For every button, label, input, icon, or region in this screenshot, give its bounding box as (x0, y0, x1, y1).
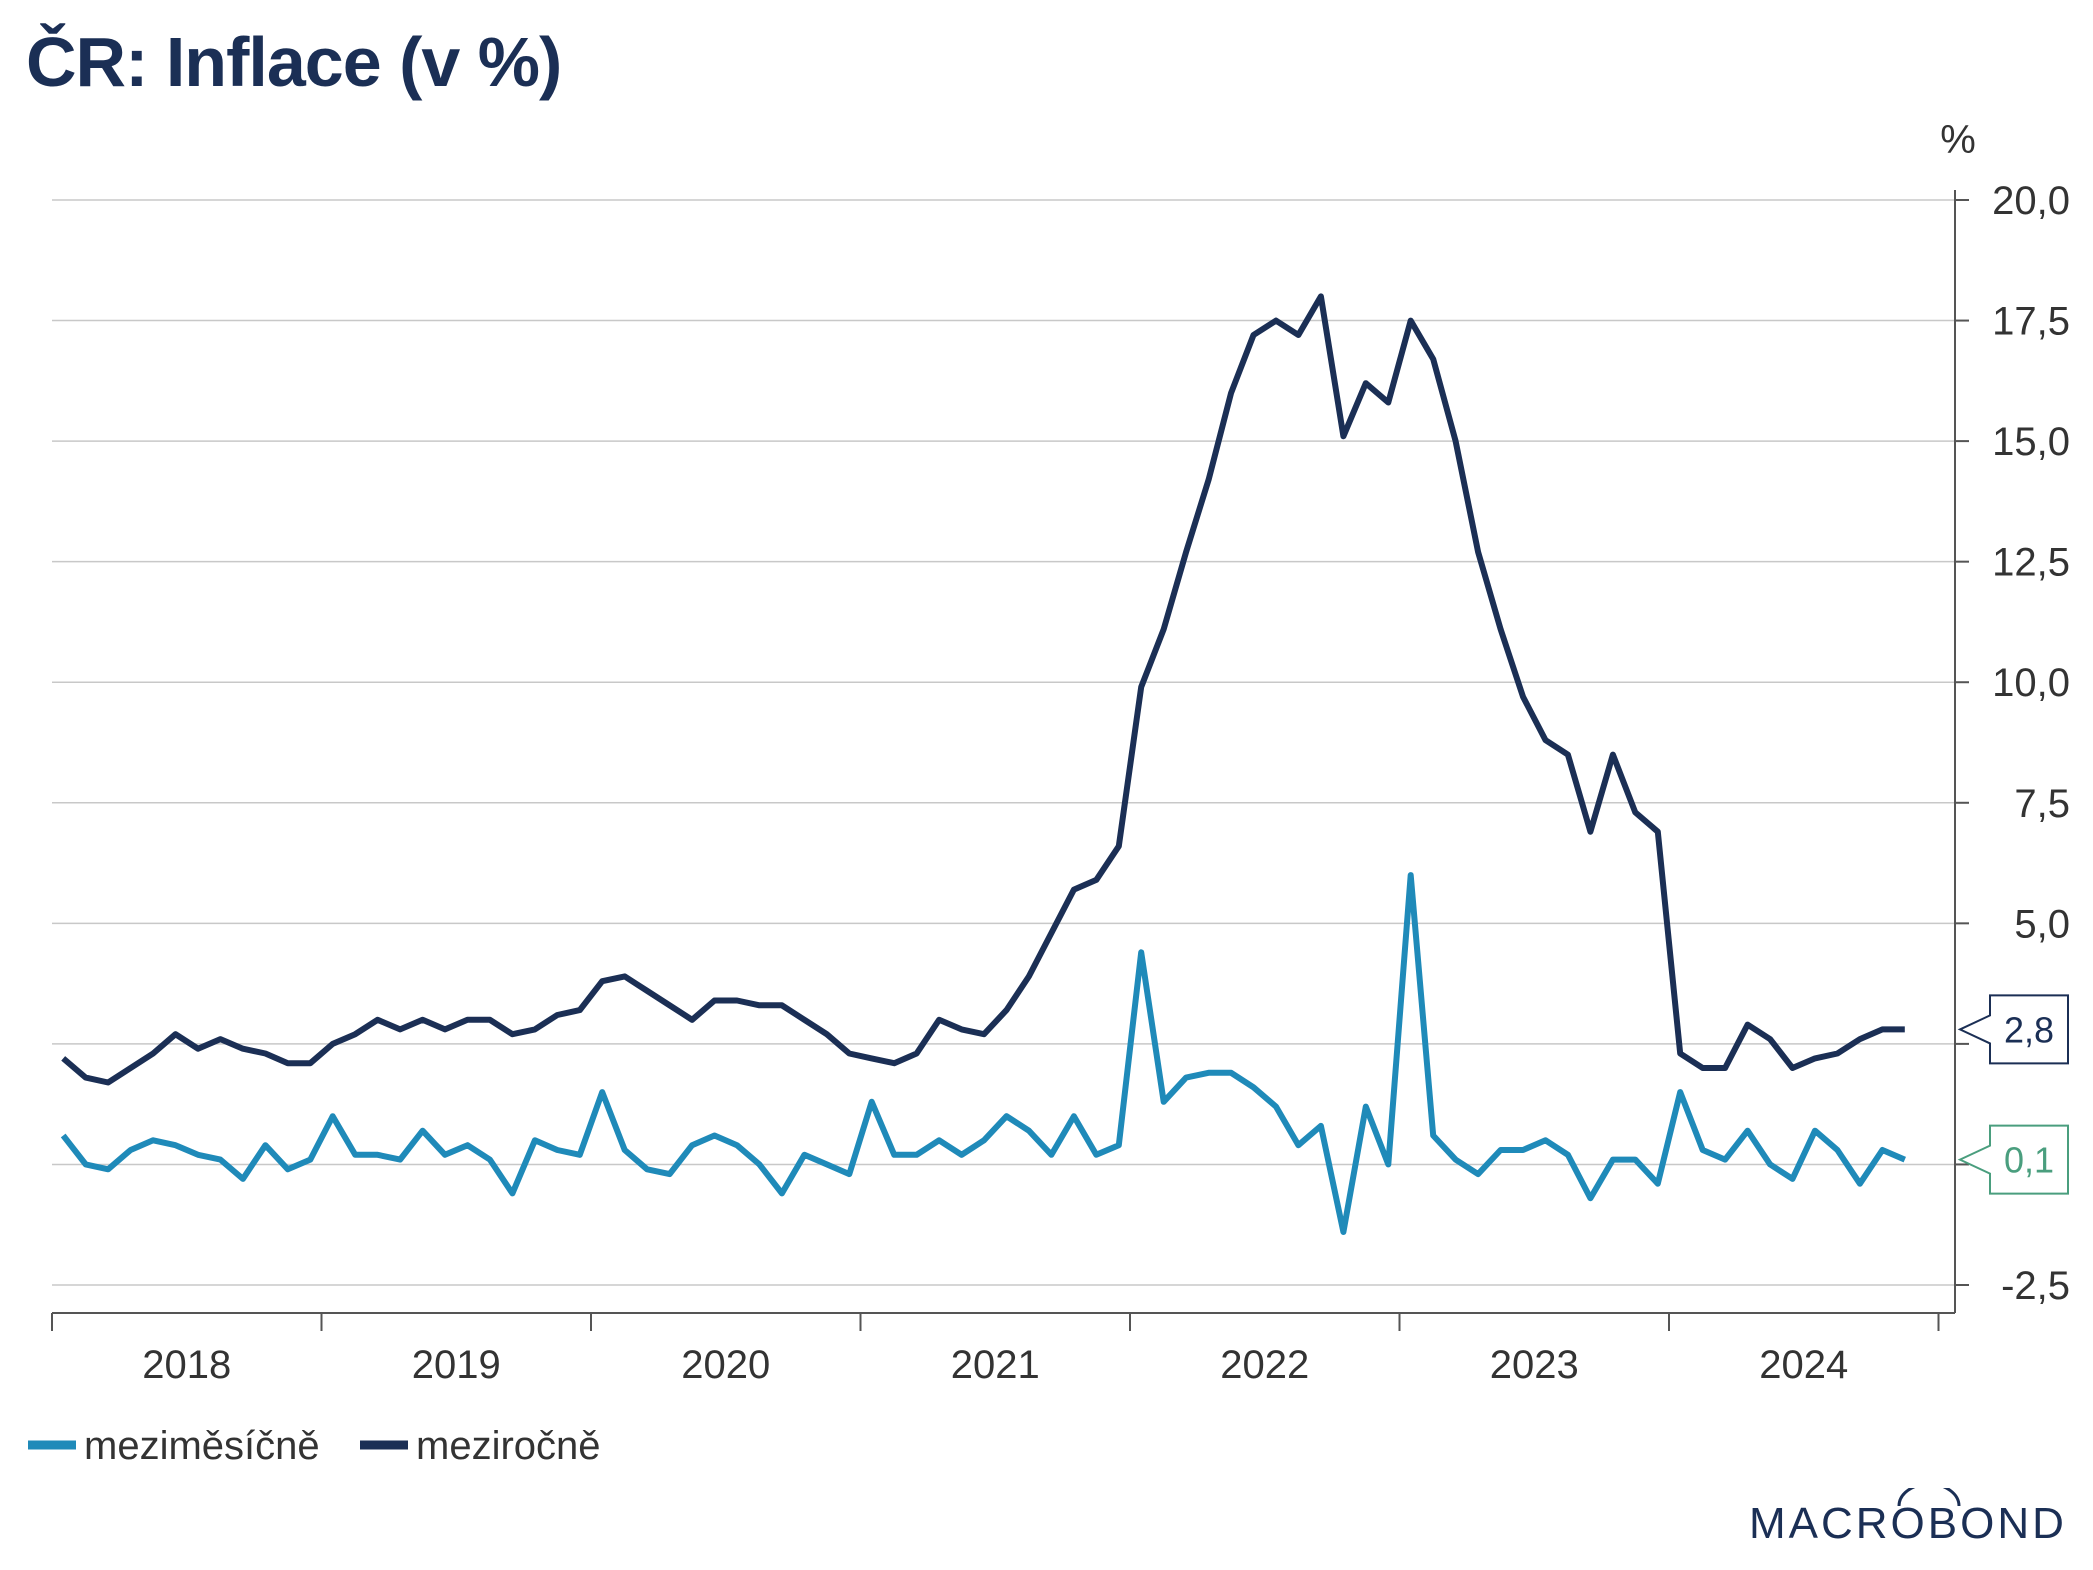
x-tick-label: 2019 (412, 1343, 501, 1387)
x-tick-label: 2020 (681, 1343, 770, 1387)
series-line-meziměsíčně (60, 872, 1906, 1235)
legend-label: meziročně (416, 1424, 601, 1468)
legend: meziměsíčně meziročně (28, 1424, 601, 1468)
x-tick-label: 2022 (1220, 1343, 1309, 1387)
y-axis-unit: % (1940, 118, 1976, 162)
x-tick-label: 2018 (142, 1343, 231, 1387)
logo-arc (1897, 1488, 1961, 1507)
y-tick-label: -2,5 (2001, 1264, 2070, 1308)
series-lines (60, 293, 1906, 1235)
legend-label: meziměsíčně (84, 1424, 320, 1468)
y-tick-label: 20,0 (1992, 179, 2070, 223)
y-tick-label: 10,0 (1992, 661, 2070, 705)
logo-text: MACROBOND (1749, 1499, 2067, 1548)
grid-lines (52, 199, 1955, 1286)
y-tick-label: 5,0 (2014, 902, 2070, 946)
y-tick-label: 17,5 (1992, 300, 2070, 344)
x-tick-label: 2023 (1490, 1343, 1579, 1387)
value-callouts: 2,8 0,1 (1957, 994, 2069, 1195)
x-tick-label: 2024 (1759, 1343, 1848, 1387)
chart-title: ČR: Inflace (v %) (26, 23, 562, 101)
axes: -2,52,55,07,510,012,515,017,520,0%201820… (51, 118, 2070, 1387)
callout-value: 0,1 (2004, 1140, 2054, 1181)
callout-box (1957, 1124, 2069, 1195)
y-tick-label: 7,5 (2014, 782, 2070, 826)
y-tick-label: 12,5 (1992, 541, 2070, 585)
series-line-meziročně (61, 293, 1905, 1086)
y-tick-label: 15,0 (1992, 420, 2070, 464)
macrobond-logo: MACROBOND (1749, 1488, 2067, 1548)
callout-box (1957, 994, 2069, 1065)
callout-value: 2,8 (2004, 1009, 2054, 1050)
x-tick-label: 2021 (951, 1343, 1040, 1387)
